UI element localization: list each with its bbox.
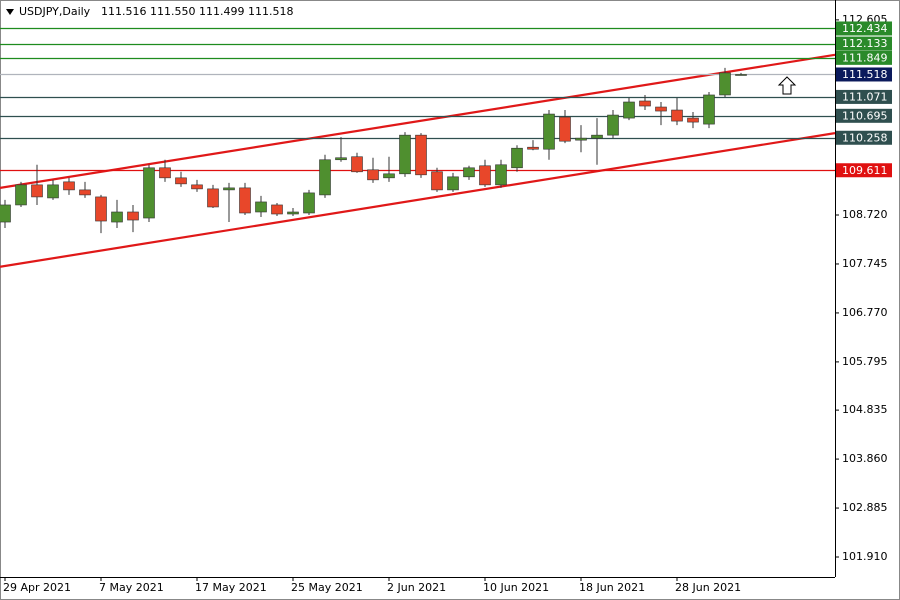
- candle-body: [47, 184, 59, 199]
- menu-triangle: [6, 9, 14, 15]
- candle-body: [511, 147, 523, 169]
- candle-body: [607, 114, 619, 136]
- candle-body: [543, 113, 555, 150]
- level-label: 110.258: [842, 131, 888, 144]
- candle-body: [95, 196, 107, 222]
- ohlc-header: 111.516 111.550 111.499 111.518: [101, 5, 293, 18]
- level-label-box: [836, 50, 892, 65]
- candle-body: [671, 109, 683, 122]
- candle-body: [223, 187, 235, 191]
- level-label-box: [836, 163, 892, 178]
- candle-body: [383, 173, 395, 179]
- level-label: 110.695: [842, 109, 888, 122]
- candle-body: [703, 94, 715, 125]
- candle-body: [623, 101, 635, 119]
- candle-body: [175, 177, 187, 185]
- y-tick-label: 106.770: [842, 306, 888, 319]
- candle-body: [127, 211, 139, 221]
- candle-body: [575, 137, 587, 141]
- y-tick-label: 103.860: [842, 452, 888, 465]
- candle-body: [463, 167, 475, 178]
- candle-body: [111, 211, 123, 223]
- x-tick-label: 17 May 2021: [195, 581, 267, 594]
- level-label-box: [836, 108, 892, 123]
- candle-body: [399, 134, 411, 175]
- y-tick-label: 108.720: [842, 208, 888, 221]
- candle-body: [31, 184, 43, 198]
- candle-body: [159, 167, 171, 179]
- candle-body: [735, 74, 747, 76]
- candle-body: [63, 181, 75, 191]
- candle-body: [687, 117, 699, 123]
- candle-body: [287, 211, 299, 215]
- candle-body: [447, 176, 459, 191]
- x-tick-label: 18 Jun 2021: [579, 581, 645, 594]
- x-tick-label: 10 Jun 2021: [483, 581, 549, 594]
- level-label-box: [836, 89, 892, 104]
- candle-body: [239, 187, 251, 214]
- level-label: 112.434: [842, 22, 888, 35]
- candle-body: [271, 204, 283, 215]
- candle-body: [527, 146, 539, 150]
- trendline: [0, 53, 836, 189]
- y-tick-label: 105.795: [842, 355, 888, 368]
- level-label: 111.518: [842, 68, 888, 81]
- x-tick-label: 28 Jun 2021: [675, 581, 741, 594]
- candle-body: [559, 116, 571, 142]
- trendline: [0, 132, 836, 268]
- candle-body: [0, 204, 11, 223]
- candle-body: [335, 157, 347, 161]
- x-tick-label: 29 Apr 2021: [3, 581, 71, 594]
- candle-body: [591, 134, 603, 139]
- level-label-box: [836, 36, 892, 51]
- chart-title: USDJPY,Daily: [19, 5, 91, 18]
- x-tick-label: 25 May 2021: [291, 581, 363, 594]
- y-tick-label: 101.910: [842, 550, 888, 563]
- level-label: 109.611: [842, 164, 888, 177]
- candle-body: [495, 164, 507, 186]
- candle-body: [255, 201, 267, 213]
- candle-body: [207, 188, 219, 208]
- level-label: 111.849: [842, 51, 888, 64]
- candle-body: [719, 72, 731, 96]
- candle-body: [655, 106, 667, 112]
- y-tick-label: 104.835: [842, 403, 888, 416]
- candle-body: [319, 159, 331, 196]
- x-tick-label: 2 Jun 2021: [387, 581, 446, 594]
- candle-body: [143, 167, 155, 219]
- candle-body: [431, 171, 443, 191]
- y-tick-label: 107.745: [842, 257, 888, 270]
- level-label: 112.133: [842, 37, 888, 50]
- candle-body: [15, 184, 27, 206]
- candle-body: [303, 192, 315, 214]
- level-label-box: [836, 67, 892, 82]
- candle-body: [639, 100, 651, 107]
- arrow-up-icon: [777, 76, 797, 95]
- candle-body: [415, 134, 427, 176]
- level-label-box: [836, 130, 892, 145]
- candle-body: [367, 169, 379, 181]
- candle-body: [79, 189, 91, 196]
- level-label-box: [836, 21, 892, 36]
- candle-body: [191, 184, 203, 190]
- x-tick-label: 7 May 2021: [99, 581, 164, 594]
- candle-body: [351, 156, 363, 173]
- level-label: 111.071: [842, 90, 888, 103]
- candle-body: [479, 165, 491, 186]
- y-tick-label: 102.885: [842, 501, 888, 514]
